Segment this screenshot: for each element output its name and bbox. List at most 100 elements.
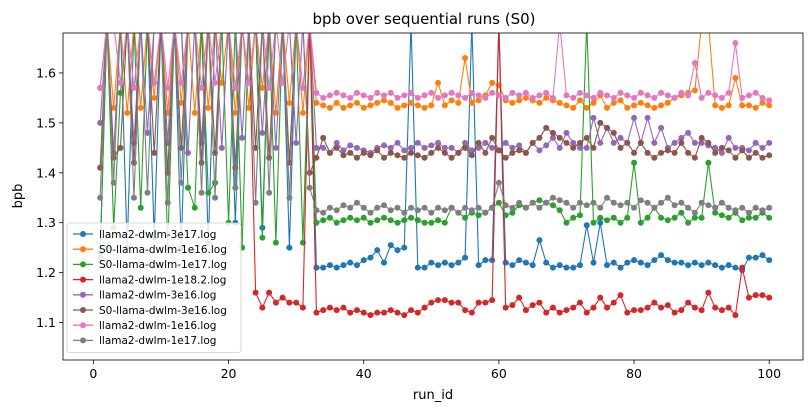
data-point — [624, 104, 631, 111]
data-point — [536, 204, 543, 211]
data-point — [718, 94, 725, 101]
data-point — [347, 259, 354, 266]
data-point — [624, 214, 631, 221]
data-point — [752, 292, 759, 299]
x-tick-label: 0 — [89, 366, 97, 381]
data-point — [104, 20, 110, 26]
data-point — [691, 209, 698, 216]
data-point — [590, 259, 597, 266]
data-point — [766, 97, 773, 104]
data-point — [462, 307, 469, 314]
data-point — [421, 144, 428, 151]
data-point — [610, 299, 617, 306]
y-axis-label: bpb — [11, 184, 26, 209]
data-point — [340, 147, 347, 154]
data-point — [462, 254, 469, 261]
data-point — [705, 139, 712, 146]
data-point — [293, 20, 299, 26]
series-group — [97, 33, 773, 176]
data-point — [631, 102, 638, 109]
data-point — [712, 204, 719, 211]
data-point — [320, 94, 327, 101]
data-point — [570, 214, 577, 221]
data-point — [732, 74, 739, 81]
data-point — [97, 194, 104, 201]
data-point — [502, 154, 509, 161]
data-point — [549, 264, 556, 271]
data-point — [164, 199, 171, 206]
data-point — [658, 149, 665, 156]
data-point — [698, 199, 705, 206]
data-point — [205, 20, 211, 26]
data-point — [468, 89, 475, 96]
data-point — [658, 214, 665, 221]
data-point — [340, 262, 347, 269]
data-point — [320, 134, 327, 141]
data-point — [651, 94, 658, 101]
data-point — [712, 149, 719, 156]
data-point — [401, 217, 408, 224]
data-point — [752, 89, 759, 96]
data-point — [111, 20, 117, 26]
data-point — [590, 199, 597, 206]
data-point — [394, 139, 401, 146]
data-point — [509, 262, 516, 269]
data-point — [172, 20, 178, 26]
data-point — [266, 189, 273, 196]
data-point — [441, 102, 448, 109]
data-point — [658, 252, 665, 259]
data-point — [718, 144, 725, 151]
data-point — [604, 124, 611, 131]
data-point — [246, 20, 252, 26]
data-point — [280, 20, 286, 26]
data-point — [428, 219, 435, 226]
data-point — [536, 299, 543, 306]
data-point — [610, 129, 617, 136]
data-point — [428, 209, 435, 216]
data-point — [414, 152, 421, 159]
data-point — [759, 252, 766, 259]
data-point — [286, 20, 292, 26]
data-point — [401, 92, 408, 99]
data-point — [360, 309, 367, 316]
data-point — [475, 97, 482, 104]
data-point — [678, 209, 685, 216]
data-point — [347, 214, 354, 221]
data-point — [381, 154, 387, 161]
data-point — [387, 217, 394, 224]
data-point — [725, 214, 732, 221]
data-point — [691, 59, 698, 66]
data-point — [232, 164, 239, 171]
data-point — [610, 139, 617, 146]
data-point — [144, 20, 150, 26]
data-point — [549, 129, 556, 136]
data-point — [219, 20, 225, 26]
data-point — [130, 194, 137, 201]
data-point — [408, 204, 415, 211]
data-point — [752, 204, 759, 211]
data-point — [387, 149, 394, 156]
data-point — [199, 20, 205, 26]
data-point — [637, 307, 644, 314]
data-point — [448, 154, 455, 161]
data-point — [408, 307, 415, 314]
data-point — [529, 262, 536, 269]
data-point — [448, 89, 455, 96]
data-point — [482, 257, 489, 264]
data-point — [421, 219, 428, 226]
data-point — [137, 204, 144, 211]
data-point — [381, 142, 387, 149]
data-point — [712, 144, 719, 151]
data-point — [326, 92, 333, 99]
data-point — [455, 259, 462, 266]
data-point — [414, 207, 421, 214]
data-point — [401, 312, 408, 319]
data-point — [367, 219, 374, 226]
data-point — [482, 299, 489, 306]
data-point — [563, 199, 570, 206]
data-point — [455, 299, 462, 306]
data-point — [387, 89, 394, 96]
data-point — [448, 299, 455, 306]
data-point — [408, 214, 415, 221]
data-point — [509, 89, 516, 96]
